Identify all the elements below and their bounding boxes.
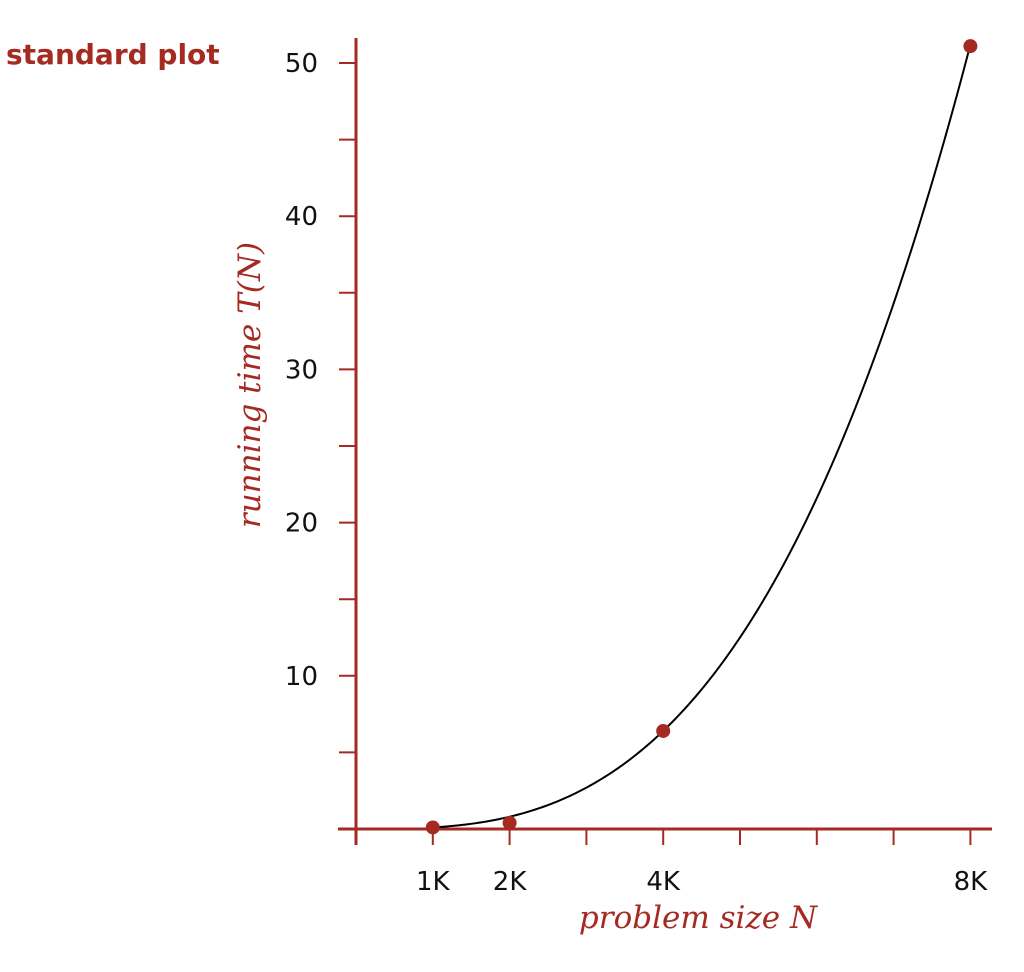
y-tick-label: 10	[285, 662, 318, 692]
y-tick-label: 50	[285, 49, 318, 79]
data-point	[502, 815, 517, 830]
x-tick-label: 4K	[646, 867, 681, 897]
y-tick-label: 40	[285, 202, 318, 232]
y-tick-label: 20	[285, 509, 318, 539]
x-tick-label: 8K	[954, 867, 989, 897]
x-axis-label: problem size N	[579, 900, 819, 936]
fit-curve-line	[432, 44, 972, 829]
data-point	[425, 820, 440, 835]
x-tick-label: 1K	[416, 867, 451, 897]
y-tick-label: 30	[285, 355, 318, 385]
chart-title: standard plot	[6, 38, 220, 71]
x-tick-label: 2K	[493, 867, 528, 897]
data-point	[963, 39, 978, 54]
y-axis-label: running time T(N)	[232, 242, 268, 528]
data-point	[656, 723, 671, 738]
